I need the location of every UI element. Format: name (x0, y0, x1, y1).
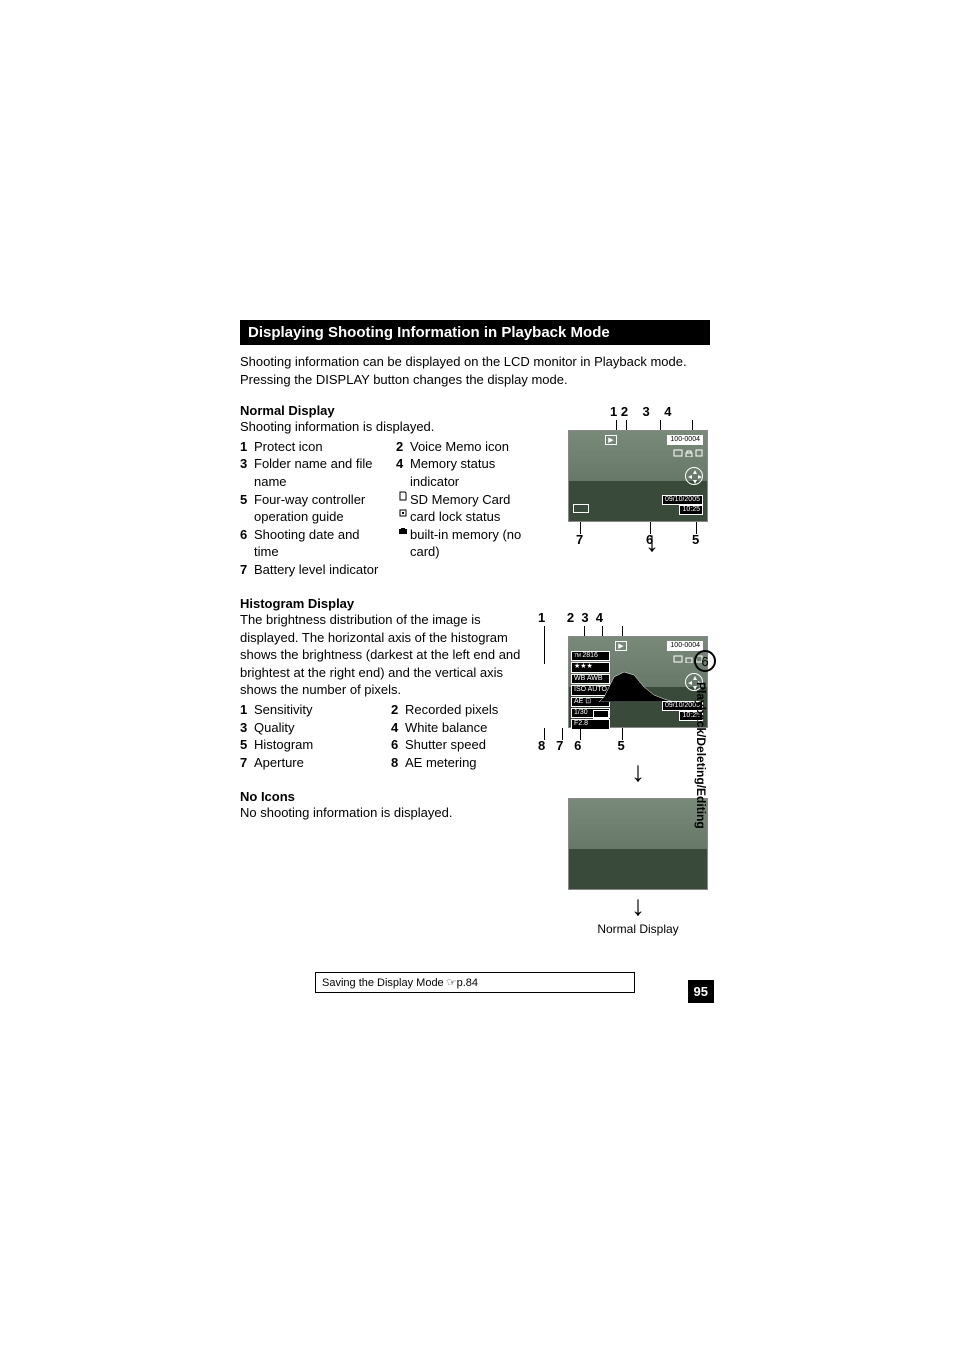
normal-display-title: Normal Display (240, 403, 540, 418)
battery-icon (593, 710, 609, 719)
play-icon: ▶ (605, 435, 617, 445)
label: Shutter speed (405, 736, 530, 754)
memory-status-icon (695, 449, 703, 457)
label: built-in memory (no card) (410, 526, 540, 561)
num: 2 (391, 701, 405, 719)
date-label: 09/10/2005 (662, 495, 703, 505)
label: Histogram (254, 736, 379, 754)
lcd2-bottom-callouts: 8 7 6 5 (538, 738, 625, 753)
noicons-text: No shooting information is displayed. (240, 804, 530, 822)
card-lock-icon (396, 508, 410, 518)
num: 4 (396, 455, 410, 490)
internal-memory-icon (396, 526, 410, 536)
footer-reference: Saving the Display Mode ☞p.84 (315, 972, 635, 993)
hist-col2: 2Recorded pixels 4White balance 6Shutter… (391, 701, 530, 771)
num: 5 (240, 491, 254, 526)
play-icon: ▶ (615, 641, 627, 651)
lcd-noicons-display (568, 798, 708, 890)
label: card lock status (410, 508, 540, 526)
num: 1 (240, 438, 254, 456)
protect-icon (684, 655, 694, 663)
label: Battery level indicator (254, 561, 384, 579)
num: 8 (391, 754, 405, 772)
label: Voice Memo icon (410, 438, 540, 456)
label: Four-way controller operation guide (254, 491, 384, 526)
arrow-down-icon: ↓ (568, 892, 708, 920)
histogram-icon (599, 667, 674, 702)
chapter-number: 6 (694, 650, 716, 672)
sd-card-icon (396, 491, 410, 501)
aperture-label: F2.8 (571, 719, 610, 729)
normal-col2: 2Voice Memo icon 4Memory status indicato… (396, 438, 540, 578)
num: 2 (396, 438, 410, 456)
protect-icon (684, 449, 694, 457)
num: 1 (240, 701, 254, 719)
normal-display-caption: Normal Display (568, 922, 708, 936)
lcd2-top-callouts: 1 2 3 4 (538, 610, 603, 625)
intro-text: Shooting information can be displayed on… (240, 353, 710, 389)
normal-col1: 1Protect icon 3Folder name and file name… (240, 438, 384, 578)
page-number: 95 (688, 980, 714, 1003)
num: 4 (391, 719, 405, 737)
label: Shooting date and time (254, 526, 384, 561)
arrow-down-icon: ↓ (568, 758, 708, 786)
label: Memory status indicator (410, 455, 540, 490)
pixels-label: 7M 2816 (571, 651, 610, 661)
lcd-normal-display: ▶ 100-0004 09/10/2005 10:25 (568, 430, 708, 522)
label: AE metering (405, 754, 530, 772)
hist-col1: 1Sensitivity 3Quality 5Histogram 7Apertu… (240, 701, 379, 771)
num: 7 (240, 561, 254, 579)
histogram-text: The brightness distribution of the image… (240, 611, 530, 699)
side-tab: 6 Playback/Deleting/Editing (694, 650, 714, 1020)
noicons-title: No Icons (240, 789, 530, 804)
folder-number: 100-0004 (667, 435, 703, 445)
label: Aperture (254, 754, 379, 772)
normal-display-text: Shooting information is displayed. (240, 418, 540, 436)
num: 3 (240, 719, 254, 737)
label: SD Memory Card (410, 491, 540, 509)
num: 5 (240, 736, 254, 754)
voice-memo-icon (673, 449, 683, 457)
lcd1-top-callouts: 1 2 3 4 (610, 404, 671, 419)
controller-guide-icon (685, 467, 703, 485)
num: 6 (391, 736, 405, 754)
num: 3 (240, 455, 254, 490)
histogram-title: Histogram Display (240, 596, 530, 611)
section-header: Displaying Shooting Information in Playb… (240, 320, 710, 345)
num: 7 (240, 754, 254, 772)
label: Folder name and file name (254, 455, 384, 490)
label: Sensitivity (254, 701, 379, 719)
chapter-label: Playback/Deleting/Editing (694, 678, 708, 829)
battery-icon (573, 504, 589, 513)
label: Quality (254, 719, 379, 737)
voice-memo-icon (673, 655, 683, 663)
label: White balance (405, 719, 530, 737)
time-label: 10:25 (679, 505, 703, 515)
num: 6 (240, 526, 254, 561)
label: Protect icon (254, 438, 384, 456)
label: Recorded pixels (405, 701, 530, 719)
lcd-histogram-display: ▶ 100-0004 7M 2816 ★★★ WB AWB ISO AUTO A… (568, 636, 708, 728)
arrow-down-icon: ↓ (582, 528, 722, 556)
